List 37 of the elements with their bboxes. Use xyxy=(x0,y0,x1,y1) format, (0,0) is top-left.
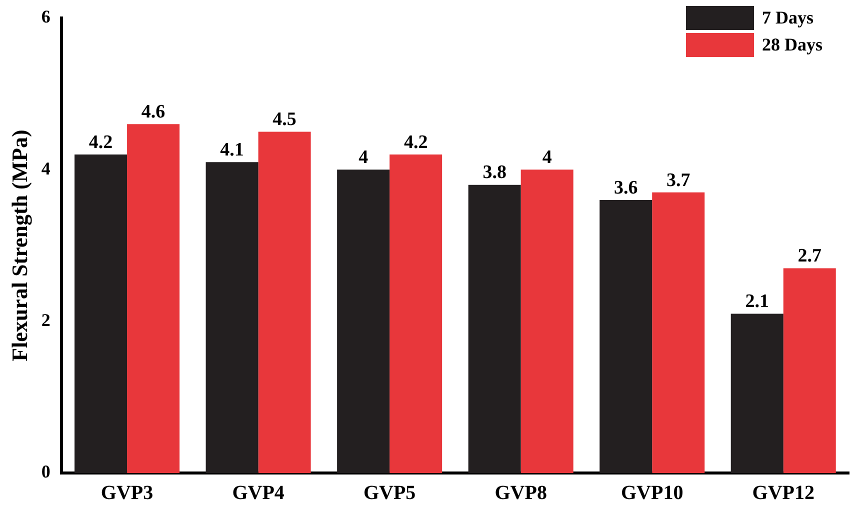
data-label: 3.6 xyxy=(614,177,638,198)
x-tick-label: GVP8 xyxy=(494,482,547,504)
x-tick-label: GVP5 xyxy=(363,482,416,504)
x-tick-label: GVP12 xyxy=(752,482,814,504)
bar xyxy=(783,268,836,473)
data-label: 4 xyxy=(358,147,369,168)
bar xyxy=(127,124,180,473)
y-tick-label: 4 xyxy=(41,158,50,178)
data-label: 4.6 xyxy=(141,102,166,123)
bar xyxy=(520,170,574,473)
data-label: 3.8 xyxy=(482,162,506,184)
data-label: 2.7 xyxy=(798,246,822,267)
data-label: 3.7 xyxy=(666,170,691,191)
data-label: 4.5 xyxy=(272,109,296,130)
legend-label: 28 Days xyxy=(762,34,823,55)
bar xyxy=(390,154,442,473)
y-tick-label: 6 xyxy=(41,6,50,27)
bar xyxy=(74,154,128,473)
x-tick-label: GVP3 xyxy=(100,482,154,504)
x-tick-label: GVP4 xyxy=(232,482,284,504)
bar xyxy=(600,200,652,473)
data-label: 4.2 xyxy=(404,132,428,153)
data-label: 4 xyxy=(542,147,552,168)
bar xyxy=(258,132,311,473)
legend-label: 7 Days xyxy=(762,8,814,28)
y-axis-title: Flexural Strength (MPa) xyxy=(6,130,32,362)
data-label: 2.1 xyxy=(745,291,769,312)
y-tick-label: 2 xyxy=(41,310,50,330)
data-label: 4.2 xyxy=(88,132,113,153)
data-label: 4.1 xyxy=(220,139,244,160)
bar xyxy=(468,184,521,473)
bar xyxy=(730,314,784,473)
x-tick-label: GVP10 xyxy=(620,482,684,504)
bar xyxy=(652,192,705,473)
bar xyxy=(206,162,258,473)
y-tick-label: 0 xyxy=(41,462,50,482)
bar xyxy=(337,170,390,473)
